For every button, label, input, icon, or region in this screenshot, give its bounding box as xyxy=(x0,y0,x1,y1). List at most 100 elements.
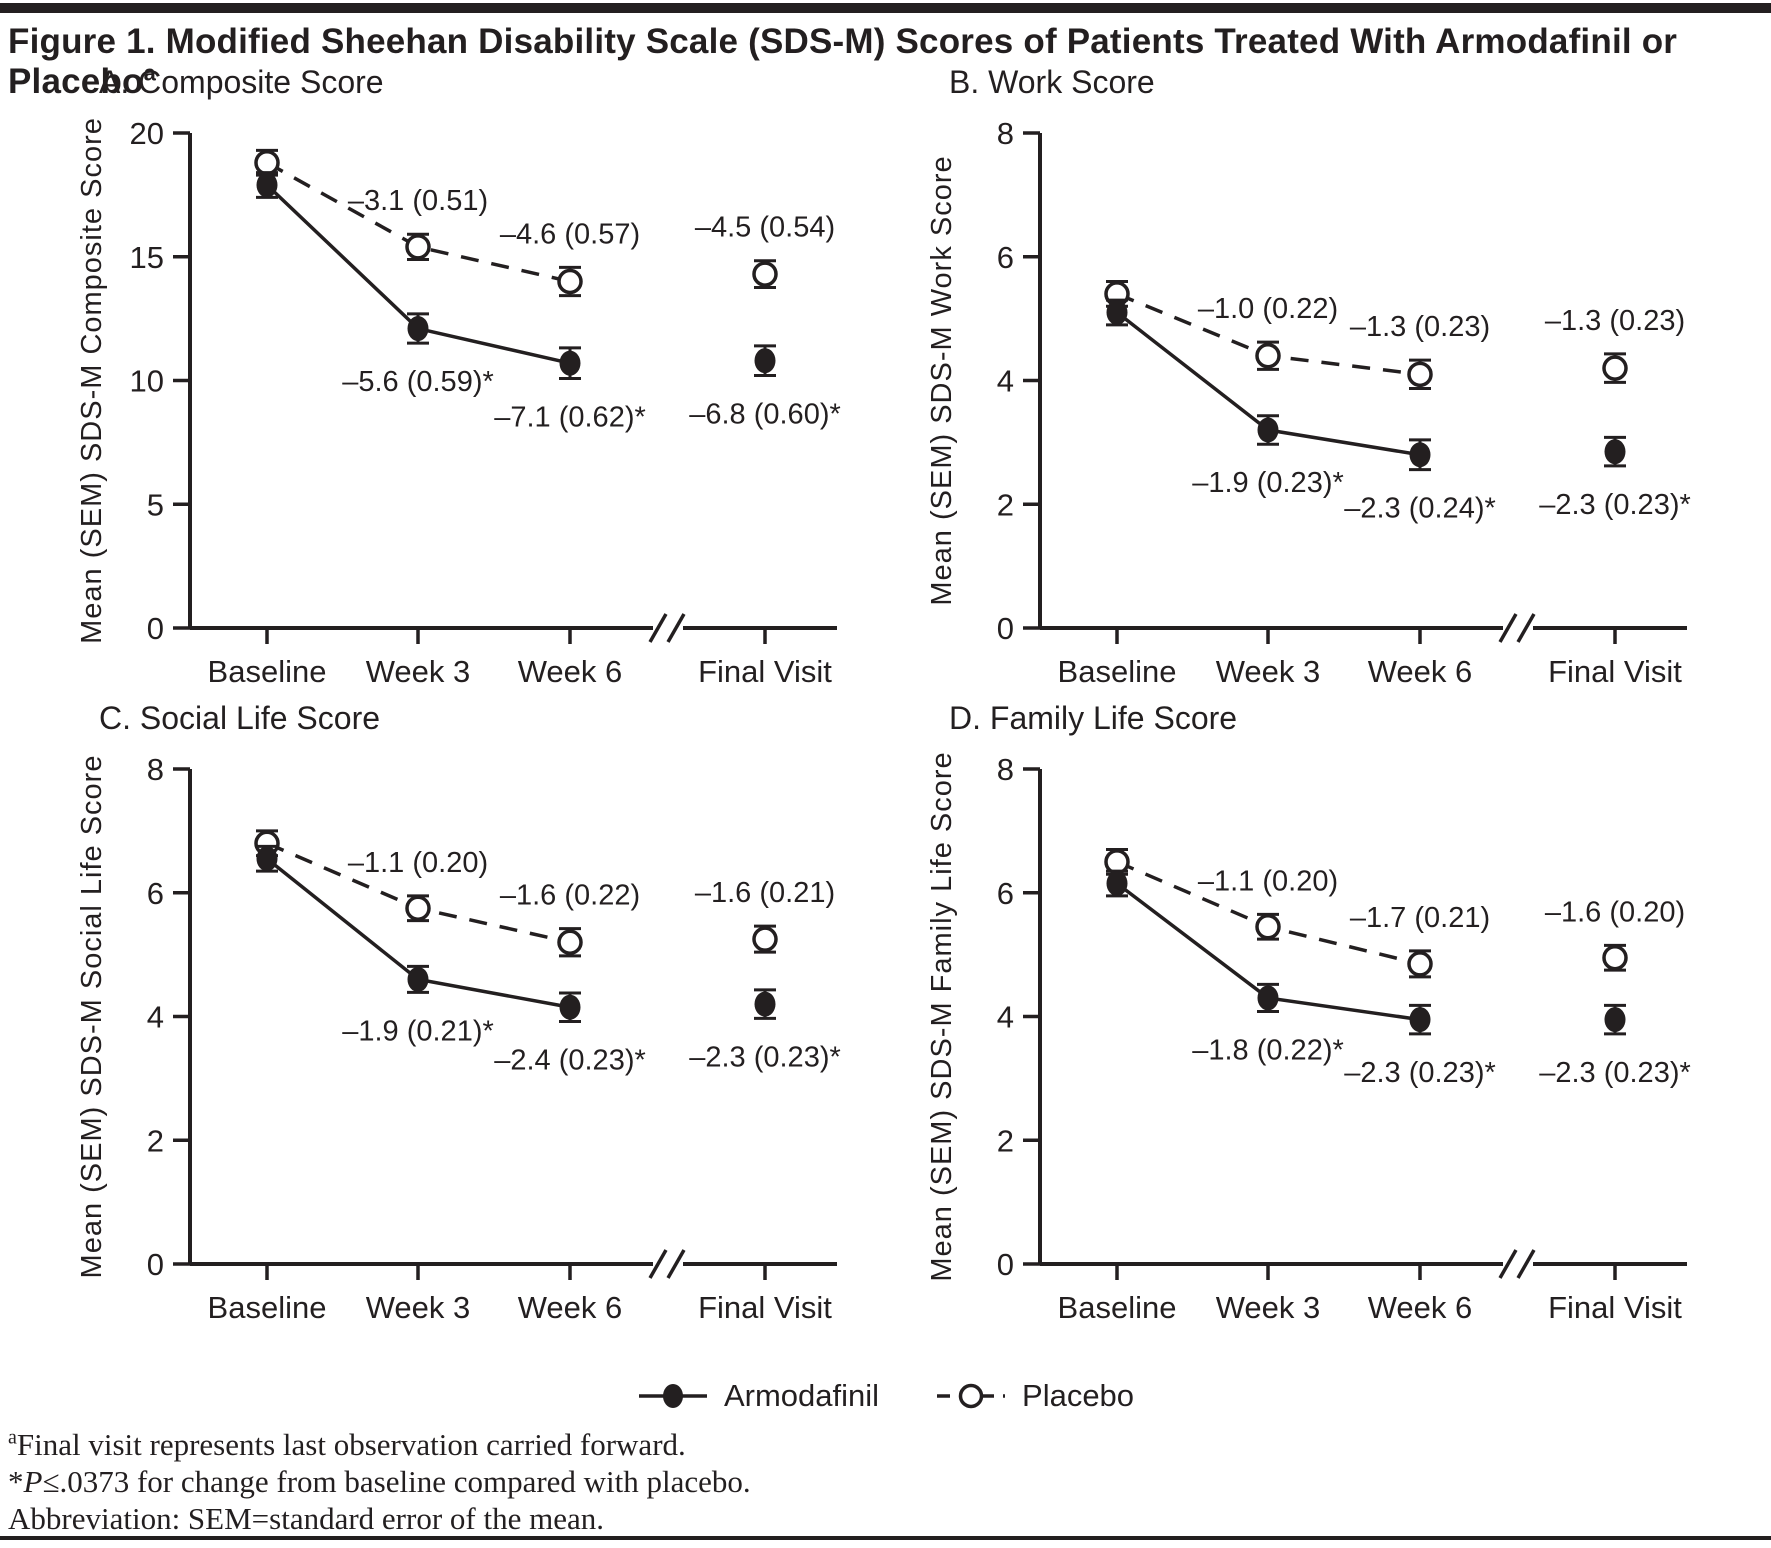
x-tick-label: Week 6 xyxy=(518,654,623,689)
y-tick-label: 8 xyxy=(997,116,1014,151)
y-tick-label: 4 xyxy=(997,1000,1014,1035)
y-tick-label: 6 xyxy=(997,876,1014,911)
series-placebo: –3.1 (0.51) –4.6 (0.57) –4.5 (0.54) xyxy=(254,148,835,298)
data-label-armodafinil: –6.8 (0.60)* xyxy=(689,399,841,431)
marker-filled-circle xyxy=(754,348,776,374)
marker-open-circle xyxy=(405,234,431,260)
data-label-placebo: –1.6 (0.20) xyxy=(1545,896,1685,928)
axis-break-slash xyxy=(666,1249,686,1279)
marker-open-circle xyxy=(1255,914,1281,940)
legend-label-placebo: Placebo xyxy=(1022,1378,1135,1413)
footnote-abbreviation: Abbreviation: SEM=standard error of the … xyxy=(8,1501,604,1536)
y-tick-label: 0 xyxy=(997,611,1014,646)
axis-break-slash xyxy=(666,613,686,643)
data-label-armodafinil: –1.8 (0.22)* xyxy=(1192,1035,1344,1067)
axis-break-slash xyxy=(648,1249,668,1279)
y-axis-title: Mean (SEM) SDS-M Social Life Score xyxy=(76,755,108,1279)
y-tick-label: 2 xyxy=(997,1123,1014,1158)
x-tick-label: Week 3 xyxy=(1216,1290,1321,1325)
axis-break-slash xyxy=(648,613,668,643)
y-tick-label: 8 xyxy=(997,752,1014,787)
axis-break-slash xyxy=(1516,1249,1536,1279)
marker-open-circle xyxy=(1407,951,1433,977)
x-tick-label: Baseline xyxy=(1058,1290,1177,1325)
panel-work-score: B. Work Score 0 2 4 6 8 Mean (SEM) SDS-M Work… xyxy=(925,64,1735,700)
marker-filled-circle xyxy=(407,966,429,992)
data-label-armodafinil: –2.3 (0.23)* xyxy=(1539,1057,1691,1089)
footnotes: aFinal visit represents last observation… xyxy=(8,1426,751,1537)
x-tick-label: Week 6 xyxy=(518,1290,623,1325)
chart-social-life-score: 0 2 4 6 8 Mean (SEM) SDS-M Social Life Score B… xyxy=(76,752,841,1325)
panel-title-a: A. Composite Score xyxy=(99,64,384,100)
marker-filled-circle xyxy=(1106,870,1128,896)
data-label-placebo: –4.6 (0.57) xyxy=(500,218,640,250)
footnote-superscript-a: a xyxy=(8,1426,17,1449)
x-tick-label: Baseline xyxy=(208,1290,327,1325)
x-tick-label: Final Visit xyxy=(698,1290,832,1325)
data-label-armodafinil: –1.9 (0.23)* xyxy=(1192,467,1344,499)
legend-item-placebo: Placebo xyxy=(935,1378,1134,1414)
footnote-final-visit: aFinal visit represents last observation… xyxy=(8,1426,686,1462)
figure-title-text: Figure 1. Modified Sheehan Disability Sc… xyxy=(8,22,1678,101)
marker-filled-circle xyxy=(1409,1007,1431,1033)
y-tick-label: 4 xyxy=(147,1000,164,1035)
series-placebo: –1.1 (0.20) –1.6 (0.22) –1.6 (0.21) xyxy=(254,829,835,958)
data-label-placebo: –1.0 (0.22) xyxy=(1198,293,1338,325)
panel-title-c: C. Social Life Score xyxy=(99,700,381,736)
top-rule-bar xyxy=(0,3,1771,13)
marker-filled-circle xyxy=(559,350,581,376)
data-label-placebo: –1.6 (0.21) xyxy=(695,877,835,909)
y-tick-label: 15 xyxy=(130,240,164,275)
legend: Armodafinil Placebo xyxy=(0,1378,1771,1414)
y-tick-label: 2 xyxy=(997,487,1014,522)
legend-item-armodafinil: Armodafinil xyxy=(637,1378,879,1414)
y-axis-title: Mean (SEM) SDS-M Family Life Score xyxy=(926,751,958,1281)
marker-filled-circle xyxy=(1604,439,1626,465)
panel-social-life-score: C. Social Life Score 0 2 4 6 8 Mean (SEM) SDS… xyxy=(75,700,885,1336)
legend-marker-open-circle xyxy=(958,1383,984,1409)
marker-filled-circle xyxy=(559,994,581,1020)
x-tick-label: Final Visit xyxy=(1548,654,1682,689)
marker-filled-circle xyxy=(1604,1007,1626,1033)
data-label-armodafinil: –2.3 (0.23)* xyxy=(1539,489,1691,521)
marker-filled-circle xyxy=(256,172,278,198)
data-label-armodafinil: –2.4 (0.23)* xyxy=(494,1044,646,1076)
marker-open-circle xyxy=(557,929,583,955)
panel-composite-score: A. Composite Score 0 5 10 15 20 Mean (SEM) SD… xyxy=(75,64,885,700)
panel-family-life-score: D. Family Life Score 0 2 4 6 8 Mean (SEM) SDS… xyxy=(925,700,1735,1336)
data-label-placebo: –4.5 (0.54) xyxy=(695,212,835,244)
data-label-placebo: –1.7 (0.21) xyxy=(1350,902,1490,934)
data-label-placebo: –1.1 (0.20) xyxy=(1198,865,1338,897)
marker-open-circle xyxy=(557,268,583,295)
footnote-asterisk: * xyxy=(8,1464,24,1499)
marker-open-circle xyxy=(1602,944,1628,971)
marker-open-circle xyxy=(752,926,778,952)
marker-open-circle xyxy=(752,261,778,287)
x-tick-label: Week 3 xyxy=(1216,654,1321,689)
y-tick-label: 8 xyxy=(147,752,164,787)
data-label-placebo: –1.6 (0.22) xyxy=(500,880,640,912)
data-label-armodafinil: –2.3 (0.24)* xyxy=(1344,493,1496,525)
data-label-armodafinil: –5.6 (0.59)* xyxy=(342,366,494,398)
data-label-armodafinil: –2.3 (0.23)* xyxy=(1344,1057,1496,1089)
figure-title: Figure 1. Modified Sheehan Disability Sc… xyxy=(8,22,1771,102)
data-label-placebo: –3.1 (0.51) xyxy=(348,185,488,217)
y-tick-label: 5 xyxy=(147,487,164,522)
x-tick-label: Final Visit xyxy=(1548,1290,1682,1325)
y-tick-label: 0 xyxy=(997,1247,1014,1282)
data-label-armodafinil: –2.3 (0.23)* xyxy=(689,1041,841,1073)
armodafinil-solid-line-filled-circle-icon xyxy=(638,1384,707,1408)
series-placebo: –1.1 (0.20) –1.7 (0.21) –1.6 (0.20) xyxy=(1104,847,1685,979)
x-tick-label: Week 3 xyxy=(366,654,471,689)
axis-break-slash xyxy=(1498,613,1518,643)
marker-open-circle xyxy=(405,895,431,921)
legend-marker-filled-circle xyxy=(662,1384,683,1408)
data-label-placebo: –1.1 (0.20) xyxy=(348,847,488,879)
figure-title-superscript: a xyxy=(143,60,157,86)
y-tick-label: 4 xyxy=(997,364,1014,399)
y-tick-label: 6 xyxy=(147,876,164,911)
y-tick-label: 2 xyxy=(147,1123,164,1158)
axis-break-slash xyxy=(1516,613,1536,643)
x-tick-label: Week 6 xyxy=(1368,1290,1473,1325)
series-armodafinil: –1.9 (0.23)*–2.3 (0.24)* –2.3 (0.23)* xyxy=(1106,298,1691,525)
